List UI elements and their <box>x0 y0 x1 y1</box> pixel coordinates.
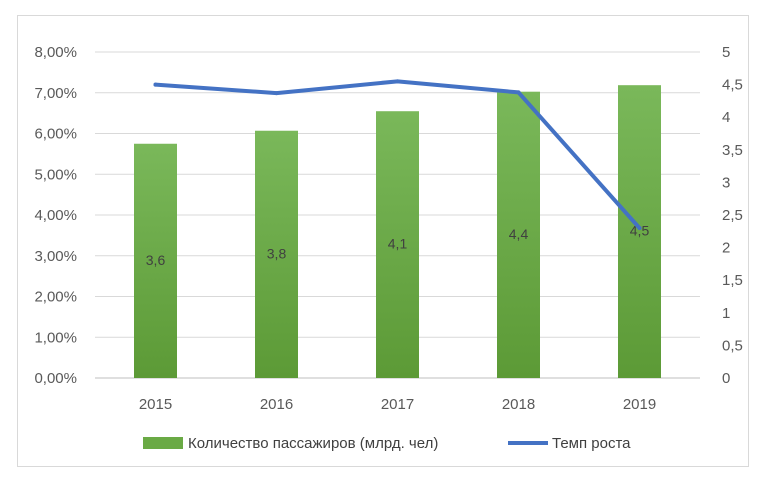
left-tick-label: 6,00% <box>34 126 77 143</box>
left-tick-label: 0,00% <box>34 370 77 387</box>
line-point <box>516 90 521 95</box>
right-axis-ticks: 0 0,5 1 1,5 2 2,5 3 3,5 4 4,5 5 <box>722 44 743 387</box>
bar-data-label: 4,4 <box>509 226 529 242</box>
x-tick-label: 2018 <box>502 396 535 413</box>
left-tick-label: 2,00% <box>34 289 77 306</box>
bar-series <box>134 85 661 379</box>
right-tick-label: 5 <box>722 44 730 61</box>
right-tick-label: 1,5 <box>722 272 743 289</box>
line-point <box>637 226 642 231</box>
bar <box>376 111 419 379</box>
bar-data-label: 4,5 <box>630 223 650 239</box>
right-tick-label: 2 <box>722 240 730 257</box>
legend-label-bars: Количество пассажиров (млрд. чел) <box>188 435 438 452</box>
right-tick-label: 4 <box>722 109 730 126</box>
legend-swatch-bars <box>143 437 183 449</box>
bar <box>255 130 298 378</box>
right-tick-label: 3 <box>722 174 730 191</box>
legend: Количество пассажиров (млрд. чел) Темп ро… <box>143 435 631 452</box>
x-tick-label: 2016 <box>260 396 293 413</box>
left-tick-label: 8,00% <box>34 44 77 61</box>
right-tick-label: 1 <box>722 305 730 322</box>
bar <box>618 85 661 378</box>
legend-label-line: Темп роста <box>552 435 631 452</box>
bar <box>497 91 540 378</box>
line-point <box>274 91 279 96</box>
right-tick-label: 3,5 <box>722 142 743 159</box>
data-labels: 3,6 3,8 4,1 4,4 4,5 <box>146 223 650 268</box>
right-tick-label: 2,5 <box>722 207 743 224</box>
left-tick-label: 7,00% <box>34 85 77 102</box>
x-tick-label: 2017 <box>381 396 414 413</box>
bar-data-label: 3,6 <box>146 252 166 268</box>
line-point <box>153 82 158 87</box>
x-tick-label: 2015 <box>139 396 172 413</box>
right-tick-label: 0,5 <box>722 337 743 354</box>
x-axis-ticks: 2015 2016 2017 2018 2019 <box>139 396 656 413</box>
right-tick-label: 0 <box>722 370 730 387</box>
bar-data-label: 3,8 <box>267 245 287 261</box>
line-series <box>153 79 642 231</box>
x-tick-label: 2019 <box>623 396 656 413</box>
bar-data-label: 4,1 <box>388 236 408 252</box>
line-point <box>395 79 400 84</box>
left-tick-label: 4,00% <box>34 207 77 224</box>
left-tick-label: 3,00% <box>34 248 77 265</box>
left-axis-ticks: 0,00% 1,00% 2,00% 3,00% 4,00% 5,00% 6,00% 7,00%… <box>34 44 77 387</box>
bar <box>134 143 177 378</box>
left-tick-label: 5,00% <box>34 166 77 183</box>
right-tick-label: 4,5 <box>722 77 743 94</box>
left-tick-label: 1,00% <box>34 329 77 346</box>
